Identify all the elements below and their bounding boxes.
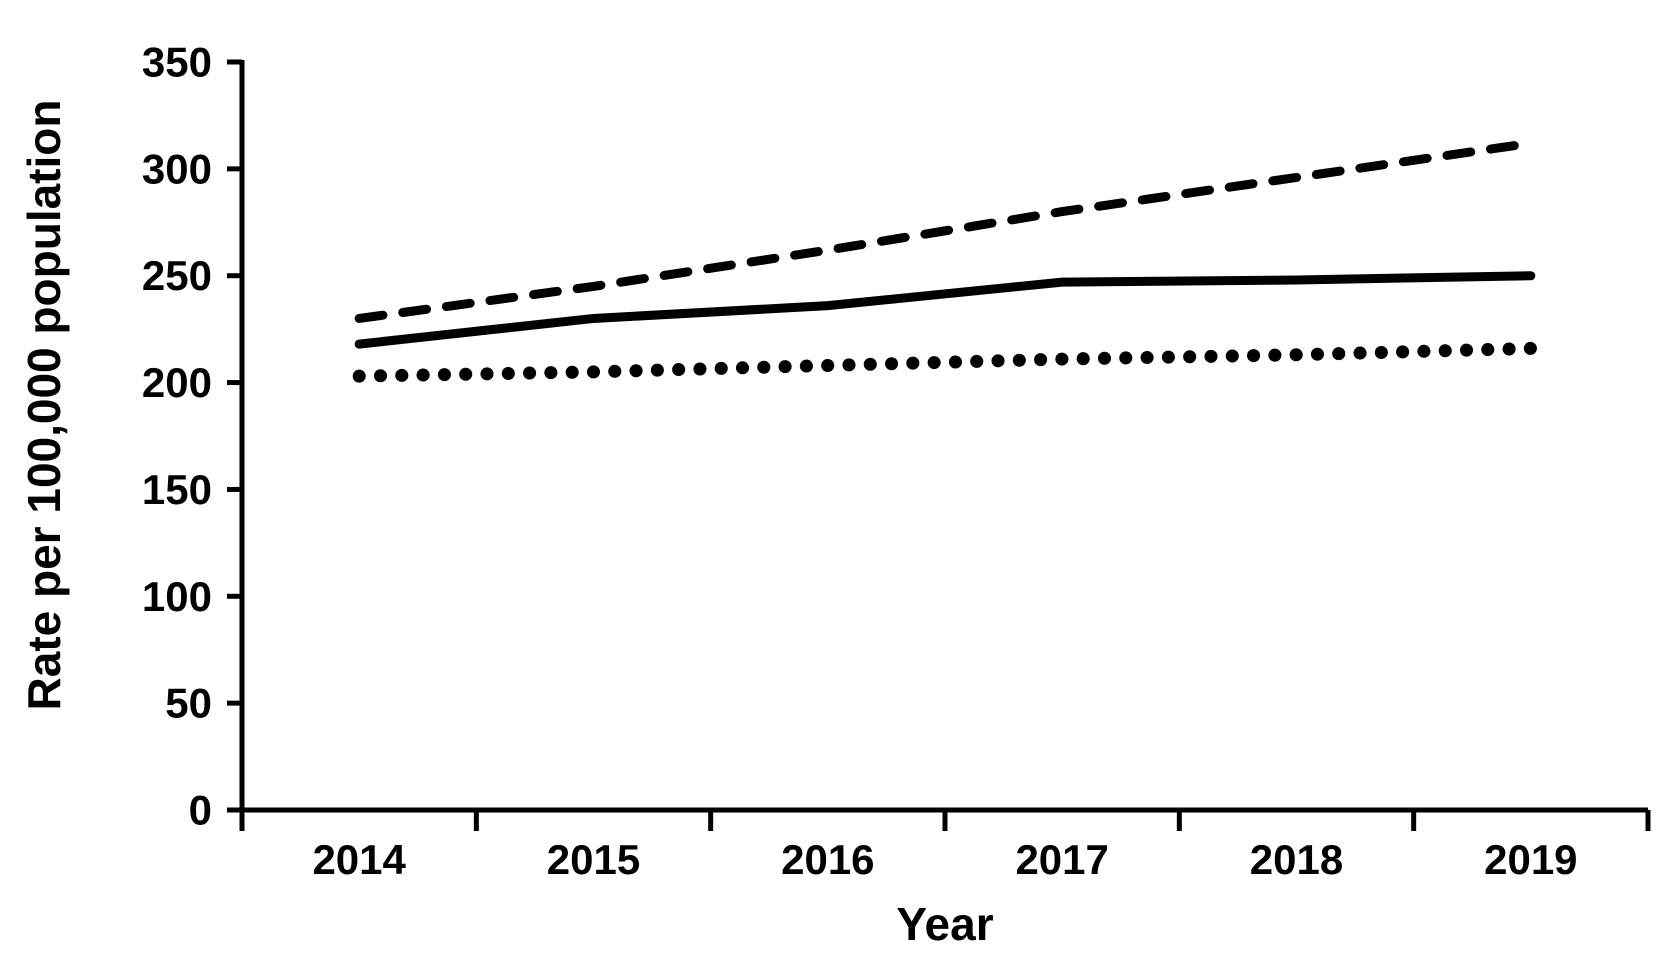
y-tick-label: 0 (189, 787, 212, 834)
y-tick-label: 300 (142, 145, 212, 192)
axis-spines (239, 60, 1648, 813)
y-tick-label: 50 (165, 680, 212, 727)
series-line-dashed (354, 138, 1536, 323)
y-tick-label: 200 (142, 359, 212, 406)
axes-layer: 0 50 100 150 200 250 300 350 2014 2015 2016 2017 201… (142, 39, 1651, 883)
series-line-solid (354, 271, 1536, 349)
y-tick-label: 100 (142, 573, 212, 620)
x-tick-label: 2015 (547, 836, 640, 883)
series-layer (352, 138, 1538, 383)
x-axis-title: Year (896, 898, 993, 950)
x-tick-label: 2019 (1484, 836, 1577, 883)
y-tick-label: 250 (142, 252, 212, 299)
x-tick-label: 2017 (1015, 836, 1108, 883)
y-axis-title: Rate per 100,000 population (18, 100, 70, 711)
x-tick-label: 2014 (312, 836, 406, 883)
y-tick-label: 350 (142, 39, 212, 86)
series-line-dotted (352, 341, 1538, 383)
y-tick-label: 150 (142, 466, 212, 513)
x-tick-label: 2016 (781, 836, 874, 883)
x-tick-label: 2018 (1250, 836, 1343, 883)
